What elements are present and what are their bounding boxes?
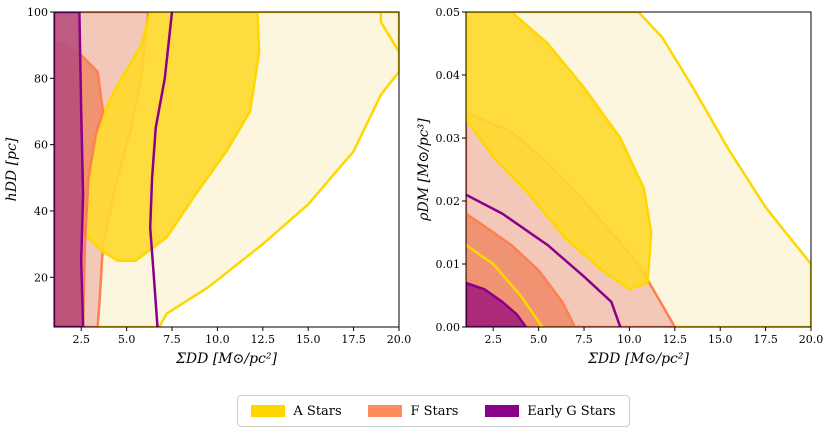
plot-area [466, 12, 811, 327]
contour-early-g-stars-outer-line [466, 193, 622, 327]
contour-a-stars-inner [466, 12, 653, 291]
legend-swatch-g [485, 405, 520, 417]
x-tick-label: 5.0 [118, 333, 136, 346]
x-tick-label: 10.0 [205, 333, 230, 346]
y-tick-label: 100 [27, 6, 48, 19]
y-tick-label: 20 [34, 271, 48, 284]
contour-early-g-stars-outer [54, 12, 85, 327]
y-axis-label: hDD [pc] [4, 137, 20, 201]
axes-frame [53, 11, 400, 328]
y-tick-label: 0.05 [436, 6, 461, 19]
x-axis-label: ΣDD [M⊙/pc²] [175, 351, 277, 367]
contour-a-stars-inner [76, 12, 261, 262]
x-tick-label: 15.0 [296, 333, 321, 346]
x-tick-label: 17.5 [753, 333, 778, 346]
y-tick-label: 0.02 [436, 195, 461, 208]
figure: 2.5 5.0 7.5 10.0 12.5 15.0 17.5 20.0 20 40 60 80 100… [4, 6, 823, 367]
x-tick-label: 17.5 [341, 333, 366, 346]
x-axis-label: ΣDD [M⊙/pc²] [587, 351, 689, 367]
contour-a-stars-inner-line-low [466, 244, 544, 327]
legend-item-early-g-stars: Early G Stars [485, 403, 616, 419]
y-tick-label: 0.00 [436, 321, 461, 334]
left-panel: 2.5 5.0 7.5 10.0 12.5 15.0 17.5 20.0 20 40 60 80 100… [4, 6, 411, 367]
legend-item-a-stars: A Stars [251, 403, 342, 419]
y-tick-label: 0.03 [436, 132, 461, 145]
legend-label-f: F Stars [410, 403, 459, 419]
legend-swatch-f [368, 405, 403, 417]
legend-label-a: A Stars [293, 403, 342, 419]
x-tick-label: 12.5 [251, 333, 276, 346]
legend-item-f-stars: F Stars [368, 404, 458, 419]
x-tick-label: 20.0 [799, 333, 824, 346]
x-tick-label: 15.0 [708, 333, 733, 346]
y-tick-label: 0.01 [436, 258, 461, 271]
x-tick-label: 5.0 [530, 333, 548, 346]
legend: A Stars F Stars Early G Stars [237, 395, 630, 427]
x-tick-label: 12.5 [663, 333, 688, 346]
legend-swatch-a [251, 405, 286, 417]
y-tick-label: 60 [34, 139, 48, 152]
contour-early-g-stars-inner [466, 281, 528, 327]
right-panel: 2.5 5.0 7.5 10.0 12.5 15.0 17.5 20.0 0.00 0.01 0.0… [416, 6, 823, 367]
legend-label-g: Early G Stars [527, 403, 616, 419]
y-tick-label: 0.04 [436, 69, 461, 82]
y-tick-label: 40 [34, 205, 48, 218]
x-tick-label: 2.5 [484, 333, 502, 346]
x-tick-label: 20.0 [387, 333, 412, 346]
x-tick-label: 10.0 [617, 333, 642, 346]
contour-early-g-stars-inner-line [148, 12, 174, 327]
y-tick-label: 80 [34, 72, 48, 85]
plot-area [54, 12, 399, 327]
x-tick-label: 7.5 [163, 333, 181, 346]
axes-frame [465, 11, 812, 328]
y-axis-label: ρDM [M⊙/pc³] [416, 118, 432, 222]
x-tick-label: 2.5 [72, 333, 90, 346]
x-tick-label: 7.5 [575, 333, 593, 346]
